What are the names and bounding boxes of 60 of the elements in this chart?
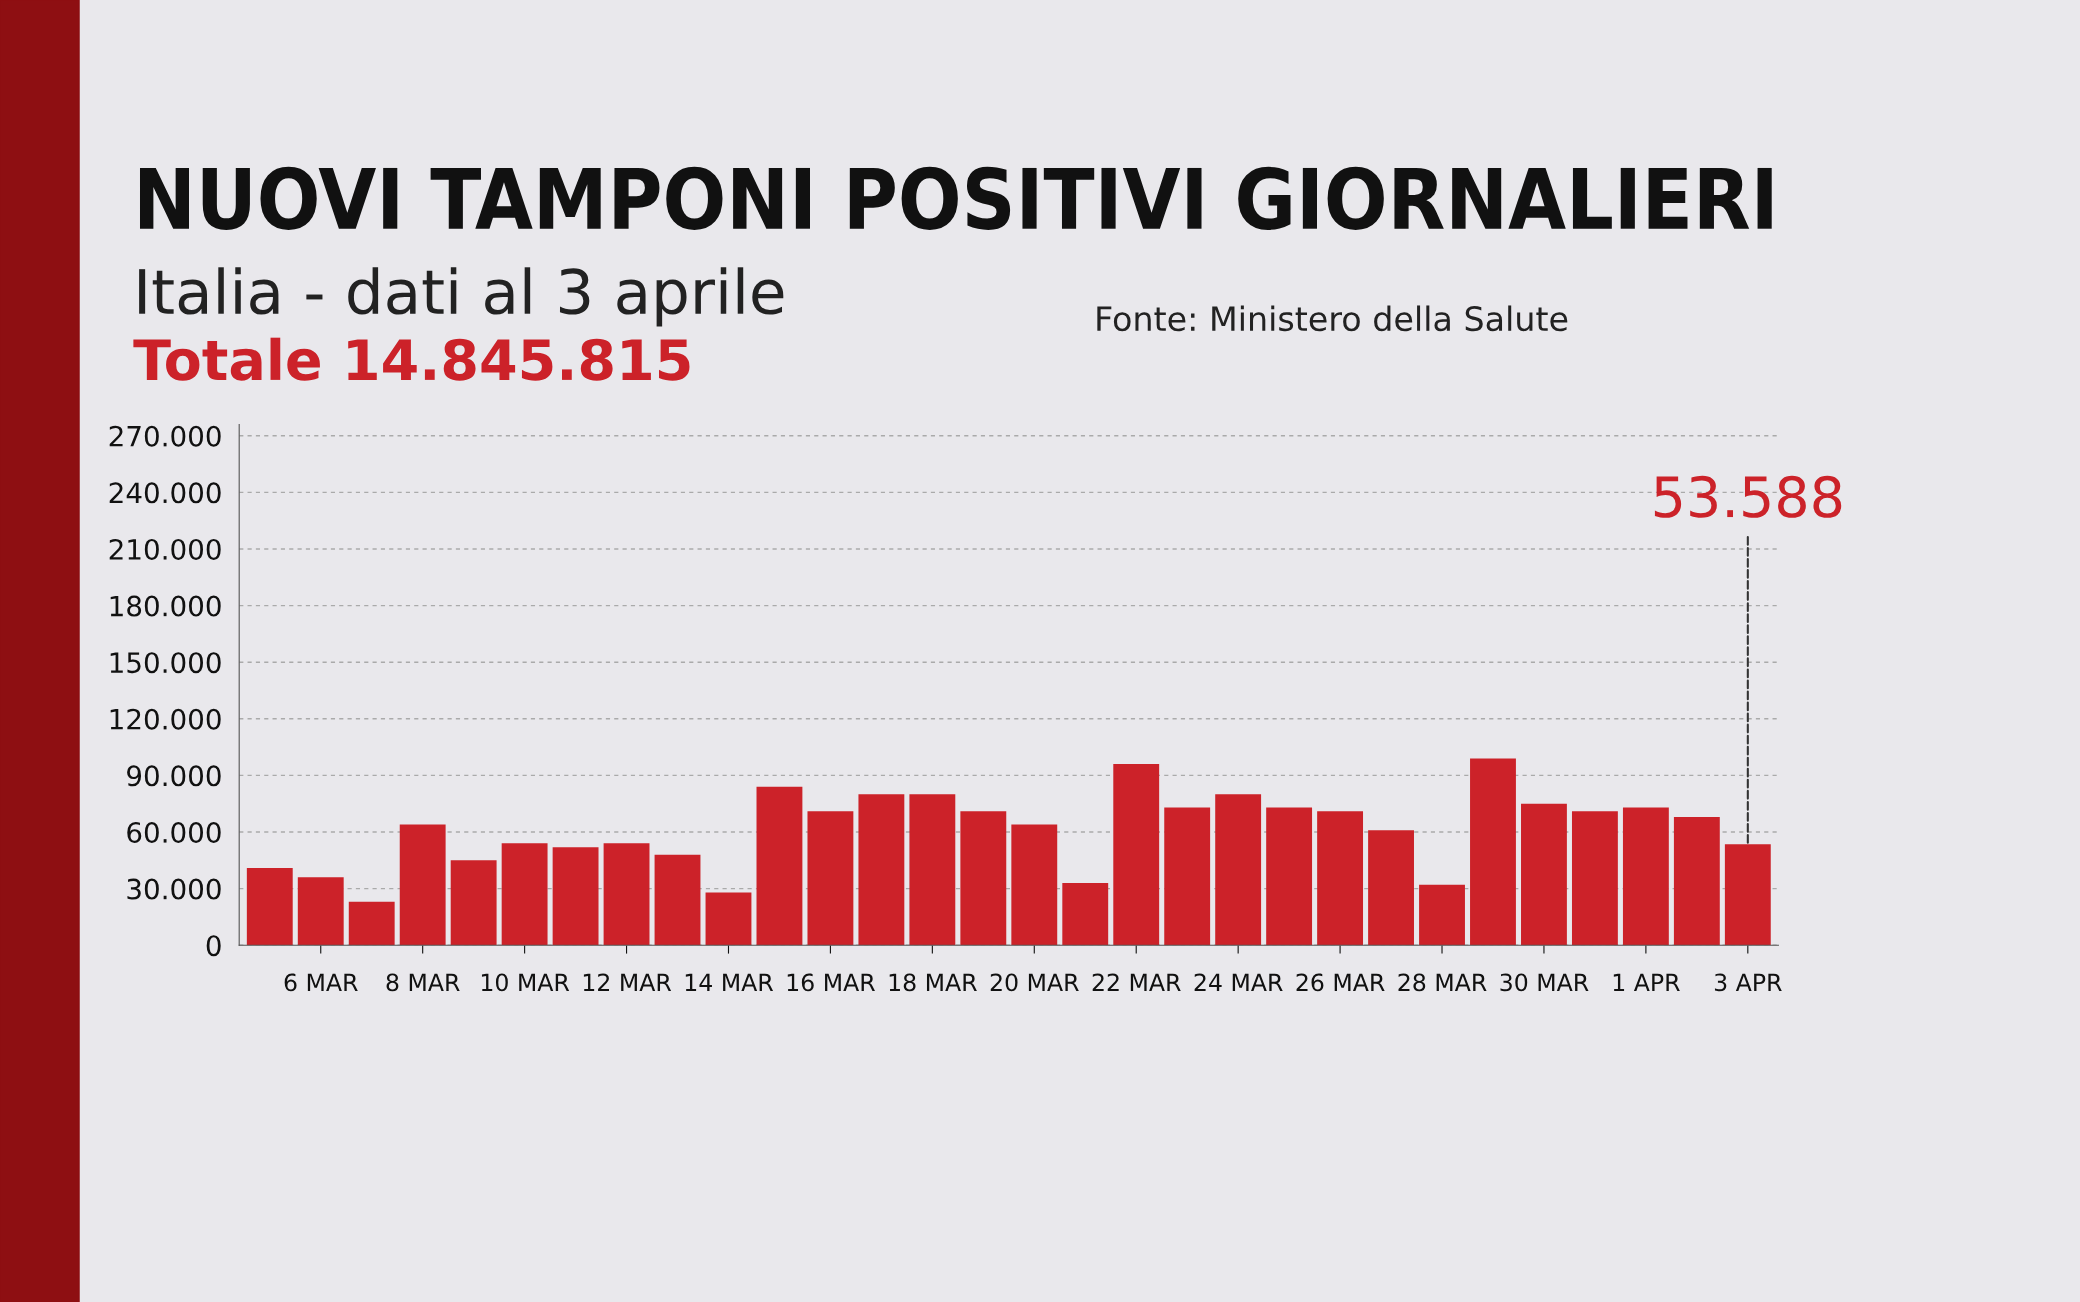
y-tick-label: 150.000 — [110, 652, 221, 674]
bar — [1419, 884, 1465, 946]
bar — [960, 811, 1007, 946]
y-tick-label: 210.000 — [109, 538, 221, 560]
y-tick-label: 90.000 — [127, 765, 221, 787]
x-tick-label: 22 MAR — [1092, 973, 1181, 991]
x-tick-label: 10 MAR — [481, 973, 570, 992]
chart-title: NUOVI TAMPONI POSITIVI GIORNALIERI — [140, 166, 1772, 230]
chart-subtitle: Italia - dati al 3 aprile — [139, 267, 784, 327]
bar — [1622, 807, 1669, 946]
y-tick-label: 30.000 — [127, 878, 221, 900]
bar — [399, 824, 446, 946]
x-tick-label: 1 APR — [1613, 973, 1680, 991]
y-tick-label: 120.000 — [110, 708, 221, 730]
bar — [1724, 844, 1771, 946]
bar — [246, 867, 293, 946]
bar — [348, 901, 395, 946]
x-tick-label: 12 MAR — [583, 973, 672, 991]
annotation: 53.588 — [1654, 475, 1842, 518]
x-tick-label: 3 APR — [1714, 973, 1782, 992]
x-tick-label: 26 MAR — [1296, 973, 1385, 992]
y-tick-label: 0 — [206, 935, 221, 957]
bar — [1011, 824, 1058, 946]
x-tick-label: 28 MAR — [1398, 973, 1487, 992]
source-note: Fonte: Ministero della Salute — [1097, 305, 1568, 332]
bar — [450, 860, 497, 946]
bar — [654, 854, 701, 946]
bar — [1215, 794, 1262, 946]
bar — [1673, 816, 1720, 946]
bar — [1164, 807, 1211, 946]
bar — [705, 892, 752, 946]
bar — [297, 877, 344, 946]
x-tick-label: 18 MAR — [889, 973, 977, 992]
y-tick-label: 180.000 — [110, 595, 221, 617]
bar — [1266, 807, 1313, 946]
bar — [603, 843, 650, 946]
bar — [1062, 882, 1109, 946]
bar — [807, 811, 854, 946]
bar — [909, 794, 956, 946]
x-tick-label: 6 MAR — [284, 973, 358, 992]
x-tick-label: 30 MAR — [1500, 973, 1589, 992]
bar — [501, 843, 548, 946]
x-tick-label: 20 MAR — [990, 973, 1079, 992]
x-tick-label: 8 MAR — [386, 973, 460, 992]
bar — [756, 786, 803, 946]
bar — [1521, 803, 1567, 946]
text: Totale 14.845.815 — [133, 337, 690, 381]
bar — [552, 847, 599, 946]
x-tick-label: 14 MAR — [685, 973, 774, 991]
y-tick-label: 270.000 — [109, 425, 221, 447]
bar — [1317, 811, 1364, 946]
bar — [1113, 764, 1160, 946]
y-tick-label: 240.000 — [109, 482, 221, 504]
bar — [1571, 811, 1618, 946]
y-tick-label: 60.000 — [127, 821, 221, 843]
x-tick-label: 16 MAR — [787, 973, 875, 992]
bar — [858, 794, 905, 946]
x-tick-label: 24 MAR — [1194, 973, 1283, 991]
bar — [1368, 830, 1414, 946]
bar — [1470, 758, 1516, 946]
